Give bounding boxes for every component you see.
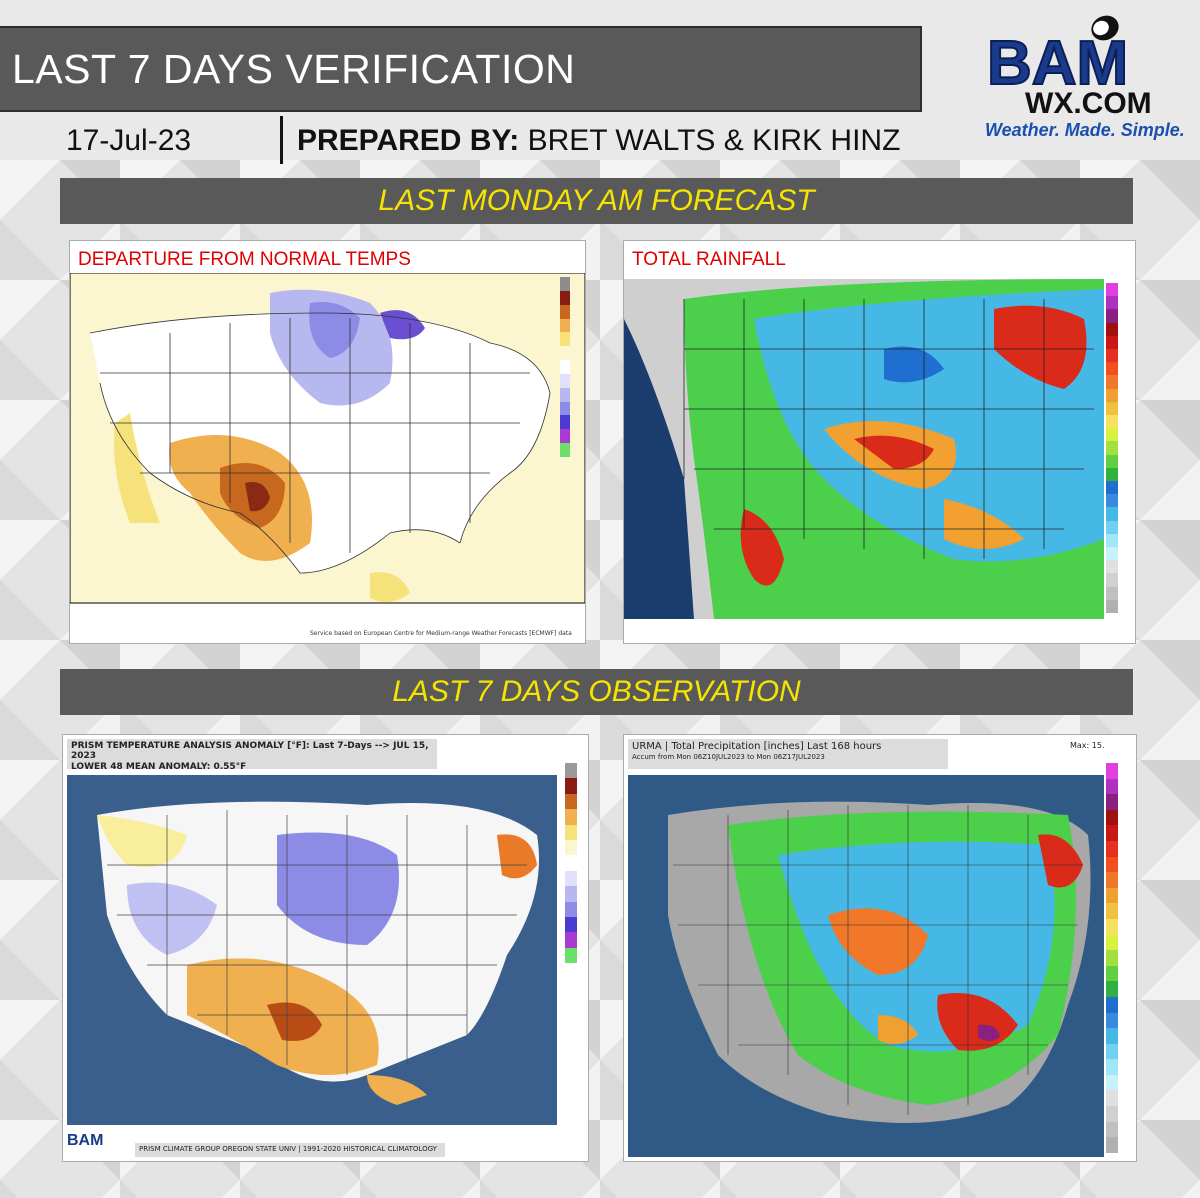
obs-rain-title-box: URMA | Total Precipitation [inches] Last… [628, 739, 948, 769]
forecast-temp-label: DEPARTURE FROM NORMAL TEMPS [78, 249, 411, 270]
logo-tagline: Weather. Made. Simple. [985, 120, 1185, 140]
section-observation: LAST 7 DAYS OBSERVATION [60, 669, 1133, 715]
obs-temp-title-line1: PRISM TEMPERATURE ANALYSIS ANOMALY [°F]:… [71, 741, 429, 761]
obs-temp-footer: PRISM CLIMATE GROUP OREGON STATE UNIV | … [139, 1145, 437, 1153]
obs-temp-footer-box: PRISM CLIMATE GROUP OREGON STATE UNIV | … [135, 1143, 445, 1157]
title-bar: LAST 7 DAYS VERIFICATION [0, 26, 922, 112]
forecast-rain-legend [1106, 283, 1118, 614]
bamwx-logo: BAM WX.COM Weather. Made. Simple. [985, 6, 1185, 148]
logo-bam-text: BAM [987, 29, 1128, 98]
prepared-by: PREPARED BY: BRET WALTS & KIRK HINZ [297, 124, 900, 158]
obs-temp-logo-text: BAM [67, 1132, 103, 1149]
obs-temp-logo: BAM [67, 1129, 117, 1157]
page-title: LAST 7 DAYS VERIFICATION [12, 46, 576, 92]
prepared-names: BRET WALTS & KIRK HINZ [527, 124, 901, 157]
panel-observation-temp: PRISM TEMPERATURE ANALYSIS ANOMALY [°F]:… [62, 734, 589, 1162]
obs-rain-map [628, 775, 1104, 1157]
obs-temp-title-box: PRISM TEMPERATURE ANALYSIS ANOMALY [°F]:… [67, 739, 437, 772]
obs-temp-title-line2: LOWER 48 MEAN ANOMALY: 0.55°F [71, 762, 247, 772]
obs-rain-max: Max: 15. [1070, 741, 1105, 750]
panel-forecast-rain: TOTAL RAINFALL [623, 240, 1136, 644]
panel-observation-rain: URMA | Total Precipitation [inches] Last… [623, 734, 1137, 1162]
forecast-temp-legend [560, 277, 570, 457]
obs-rain-title-line2: Accum from Mon 06Z10JUL2023 to Mon 06Z17… [632, 753, 825, 761]
prepared-prefix: PREPARED BY: [297, 124, 520, 157]
report-date: 17-Jul-23 [66, 124, 192, 157]
section-forecast: LAST MONDAY AM FORECAST [60, 178, 1133, 224]
obs-rain-title-line1: URMA | Total Precipitation [inches] Last… [632, 741, 882, 752]
logo-wx-text: WX.COM [1025, 87, 1152, 120]
forecast-temp-map: Service based on European Centre for Med… [70, 273, 585, 637]
forecast-rain-label: TOTAL RAINFALL [632, 249, 786, 270]
section-forecast-title: LAST MONDAY AM FORECAST [378, 184, 815, 217]
header-divider [280, 116, 283, 164]
obs-rain-legend [1106, 763, 1118, 1153]
obs-temp-legend [565, 763, 577, 964]
obs-temp-map [67, 775, 557, 1125]
forecast-rain-map [624, 279, 1104, 619]
panel-forecast-temp: DEPARTURE FROM NORMAL TEMPS Service base… [69, 240, 586, 644]
forecast-temp-footer: Service based on European Centre for Med… [310, 630, 572, 637]
section-observation-title: LAST 7 DAYS OBSERVATION [392, 675, 801, 708]
